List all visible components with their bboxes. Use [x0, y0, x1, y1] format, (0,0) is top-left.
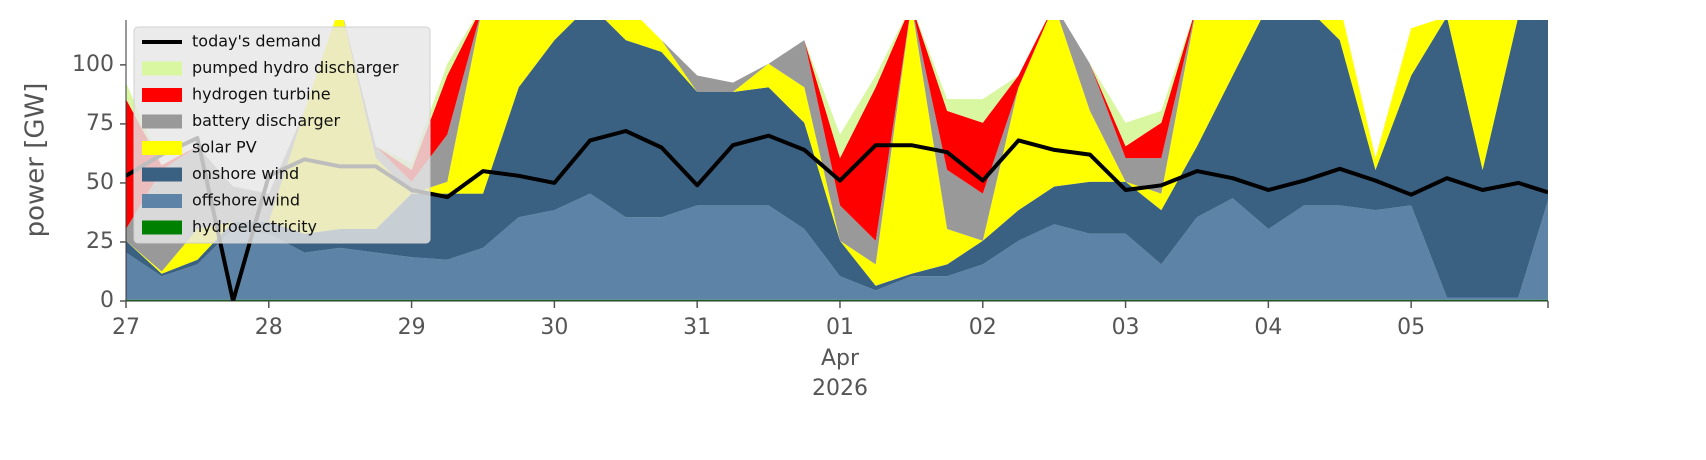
- legend-swatch: [142, 220, 182, 235]
- legend-swatch: [142, 194, 182, 208]
- x-tick-label: 29: [398, 315, 426, 340]
- legend-swatch: [142, 167, 182, 182]
- y-tick-label: 75: [86, 111, 114, 136]
- x-tick-label: 02: [969, 315, 997, 340]
- x-tick-label: 31: [683, 315, 711, 340]
- legend-label: hydrogen turbine: [192, 85, 331, 104]
- x-tick-label: 30: [540, 315, 568, 340]
- legend-box: [133, 26, 431, 244]
- area: [126, 20, 1518, 286]
- legend-swatch: [142, 114, 182, 129]
- legend-swatch: [142, 61, 182, 76]
- area: [126, 20, 1437, 241]
- legend-swatch: [142, 141, 182, 155]
- x-tick-label: 28: [255, 315, 283, 340]
- legend-label: today's demand: [192, 32, 321, 51]
- y-tick-label: 25: [86, 229, 114, 254]
- x-tick-label: 04: [1254, 315, 1282, 340]
- x-tick-sublabel: Apr: [821, 346, 860, 371]
- legend-swatch: [142, 88, 182, 102]
- legend-label: battery discharger: [192, 111, 340, 130]
- x-tick-label: 03: [1112, 315, 1140, 340]
- y-tick-label: 100: [72, 52, 114, 77]
- x-tick-label: 27: [112, 315, 140, 340]
- x-tick-label: 01: [826, 315, 854, 340]
- area: [126, 193, 1548, 300]
- legend-label: pumped hydro discharger: [192, 58, 399, 77]
- legend-label: onshore wind: [192, 164, 299, 183]
- legend-label: hydroelectricity: [192, 217, 317, 236]
- y-axis-label: power [GW]: [21, 83, 51, 238]
- area: [126, 20, 1548, 298]
- x-tick-sublabel: 2026: [812, 376, 868, 401]
- y-tick-label: 0: [100, 288, 114, 313]
- legend-label: solar PV: [192, 138, 257, 157]
- y-tick-label: 50: [86, 170, 114, 195]
- x-tick-label: 05: [1397, 315, 1425, 340]
- legend-label: offshore wind: [192, 191, 300, 210]
- area: [126, 20, 1437, 272]
